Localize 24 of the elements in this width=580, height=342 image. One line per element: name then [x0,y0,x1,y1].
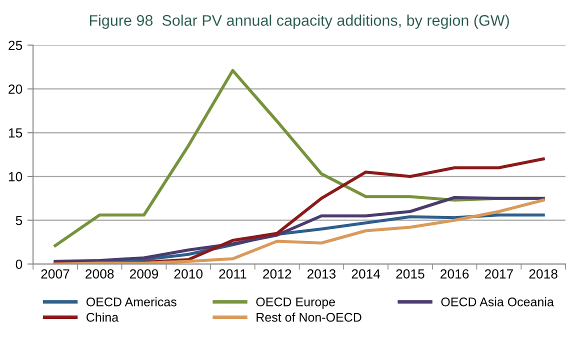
legend-label: OECD Americas [86,297,176,306]
y-tick-label: 0 [16,260,22,269]
legend-label: OECD Europe [256,297,335,309]
x-tick-label: 2018 [529,269,558,279]
x-tick-label: 2017 [484,269,513,279]
x-tick-label: 2015 [396,269,424,279]
y-tick-label: 10 [8,172,22,182]
x-tick-label: 2011 [219,269,246,279]
y-tick-label: 15 [8,128,22,138]
x-tick-label: 2016 [440,269,469,279]
legend-label: Rest of Non-OECD [256,312,362,322]
legend-label: OECD Asia Oceania [441,297,554,306]
x-tick-label: 2009 [130,269,158,279]
x-tick-label: 2008 [86,269,114,279]
y-tick-label: 25 [8,40,22,50]
legend-label: China [86,312,119,322]
x-tick-label: 2010 [174,269,203,279]
chart-title: Figure 98 Solar PV annual capacity additions, by region (GW) [90,14,509,29]
y-tick-label: 5 [16,216,22,226]
x-tick-label: 2013 [307,269,336,279]
y-tick-label: 20 [8,84,22,94]
x-tick-label: 2014 [352,269,380,279]
x-tick-label: 2007 [41,269,70,279]
x-tick-label: 2012 [263,269,292,279]
